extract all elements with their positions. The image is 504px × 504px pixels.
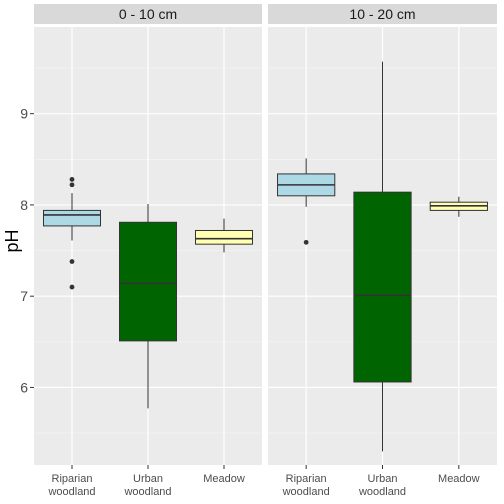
box-iqr <box>353 191 412 383</box>
x-tick-label-meadow: Meadow <box>203 473 245 485</box>
x-tick-label-urban-line2: woodland <box>123 486 171 498</box>
outlier-point <box>69 284 75 290</box>
x-tick-label-urban: Urban <box>133 473 163 485</box>
x-tick-label-riparian: Riparian <box>52 473 93 485</box>
box-iqr <box>195 229 253 245</box>
x-tick-label-meadow: Meadow <box>438 473 480 485</box>
facet-panel-1: 0 - 10 cmRiparianwoodlandUrbanwoodlandMe… <box>34 4 262 498</box>
x-tick-label-riparian-line2: woodland <box>47 486 95 498</box>
box-iqr <box>119 221 177 342</box>
y-axis-title: pH <box>2 229 22 252</box>
facet-strip-label: 10 - 20 cm <box>349 6 415 22</box>
y-tick-label-6: 6 <box>20 379 28 395</box>
x-tick-label-urban: Urban <box>368 473 398 485</box>
box-meadow <box>195 218 253 253</box>
box-riparian <box>43 176 101 290</box>
box-iqr <box>43 209 101 227</box>
outlier-point <box>69 259 75 264</box>
facet-strip <box>268 4 497 24</box>
facet-panel-2: 10 - 20 cmRiparianwoodlandUrbanwoodlandM… <box>268 4 497 498</box>
outlier-point <box>69 182 75 188</box>
box-riparian <box>277 158 336 245</box>
x-tick-label-riparian-line2: woodland <box>282 486 330 498</box>
box-urban <box>119 204 177 409</box>
y-tick-label-8: 8 <box>20 197 28 213</box>
y-tick-label-7: 7 <box>20 288 28 304</box>
facet-strip <box>34 4 262 24</box>
outlier-point <box>69 176 75 182</box>
y-tick-label-9: 9 <box>20 106 28 122</box>
facet-strip-label: 0 - 10 cm <box>119 6 177 22</box>
box-meadow <box>429 196 488 217</box>
x-tick-label-riparian: Riparian <box>286 473 327 485</box>
outlier-point <box>303 239 309 245</box>
x-tick-label-urban-line2: woodland <box>358 486 406 498</box>
box-urban <box>353 61 412 452</box>
